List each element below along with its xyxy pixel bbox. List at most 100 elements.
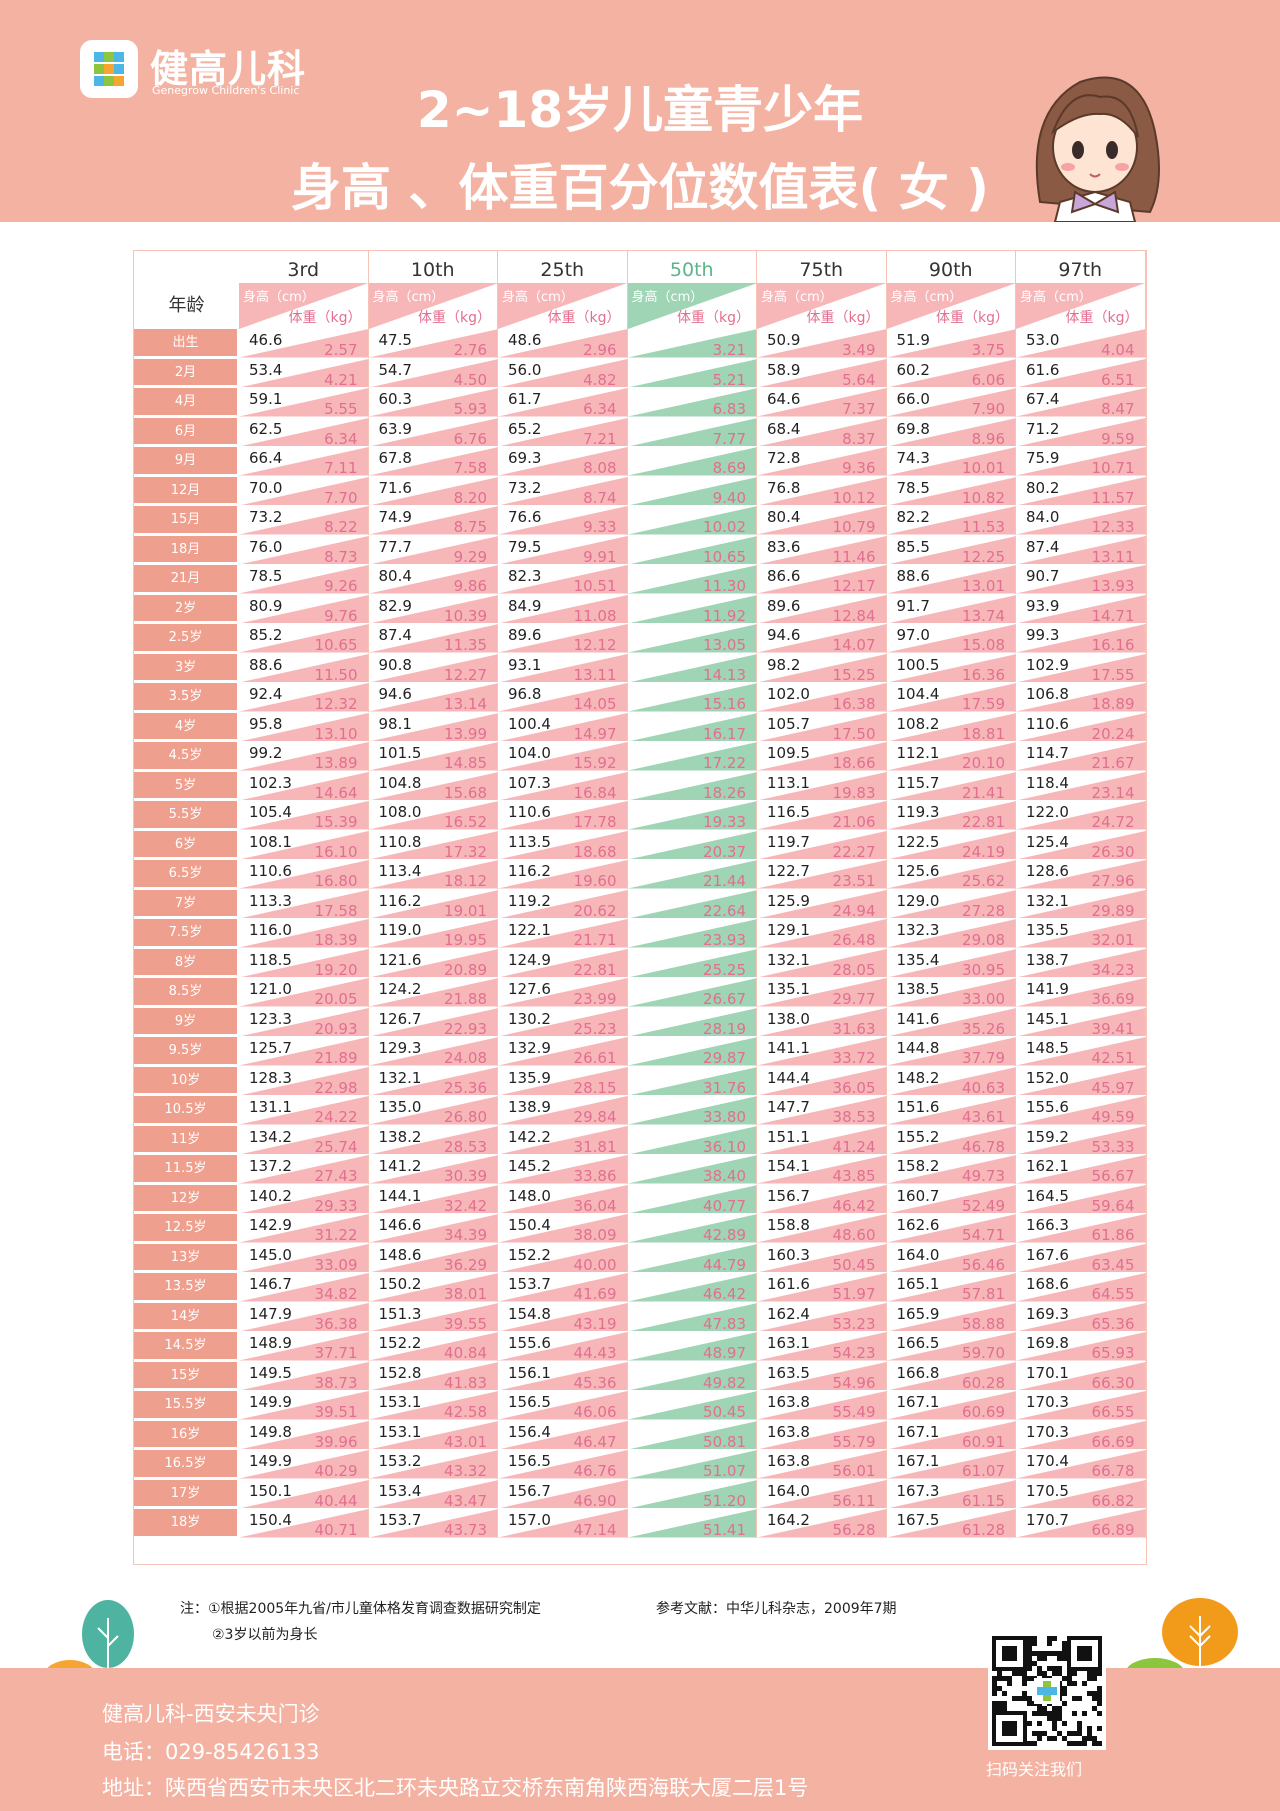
height-value: 161.6 (767, 1275, 810, 1293)
table-cell: 144.8 37.79 (886, 1037, 1016, 1066)
table-cell: 158.2 49.73 (886, 1155, 1016, 1184)
weight-value: 16.16 (1091, 636, 1135, 653)
table-cell: 65.2 7.21 (498, 417, 628, 446)
weight-value: 61.07 (962, 1462, 1005, 1479)
age-label: 16岁 (134, 1420, 237, 1450)
height-value: 153.4 (378, 1481, 422, 1500)
age-label: 11岁 (134, 1125, 237, 1155)
table-cell: 170.3 66.55 (1016, 1391, 1146, 1420)
weight-value: 60.28 (962, 1373, 1005, 1391)
weight-value: 23.51 (832, 872, 876, 889)
table-cell: 66.0 7.90 (886, 388, 1016, 417)
table-cell: 110.8 17.32 (368, 830, 498, 859)
table-cell: 125.7 21.89 (239, 1037, 369, 1066)
weight-value: 14.07 (832, 636, 876, 653)
weight-value: 24.94 (832, 901, 876, 919)
weight-value: 66.89 (1091, 1521, 1135, 1538)
weight-value: 25.23 (573, 1019, 617, 1037)
table-cell: 167.3 61.15 (886, 1479, 1016, 1508)
weight-value: 47.14 (573, 1521, 617, 1538)
weight-value: 4.50 (453, 370, 487, 388)
height-value: 73.2 (508, 478, 542, 497)
weight-value: 34.82 (314, 1285, 358, 1302)
height-value: 162.1 (1026, 1157, 1069, 1175)
height-value: 115.7 (896, 773, 940, 792)
height-value: 67.8 (378, 449, 412, 467)
height-value: 90.8 (378, 655, 412, 674)
girl-illustration (1035, 76, 1160, 222)
height-value: 131.1 (249, 1098, 292, 1116)
weight-value: 41.83 (444, 1373, 487, 1391)
weight-value: 16.10 (314, 842, 358, 860)
weight-value: 3.75 (971, 341, 1005, 358)
height-value: 157.6 (637, 1275, 681, 1293)
weight-value: 61.28 (962, 1521, 1005, 1538)
weight-value: 54.96 (832, 1373, 876, 1391)
height-value: 147.7 (767, 1098, 810, 1116)
table-cell: 75.9 10.71 (1016, 447, 1146, 476)
height-value: 96.8 (508, 685, 542, 703)
weight-value: 22.64 (703, 901, 746, 919)
qr-code[interactable] (988, 1632, 1106, 1750)
table-cell: 89.6 12.12 (498, 624, 628, 653)
weight-unit-label: 体重（kg） (936, 310, 1009, 326)
table-cell: 125.6 25.62 (886, 860, 1016, 889)
weight-value: 8.20 (453, 488, 487, 506)
height-value: 143.3 (637, 1098, 681, 1116)
table-cell: 151.3 39.55 (368, 1302, 498, 1331)
height-value: 137.0 (637, 1039, 681, 1057)
weight-value: 8.73 (324, 547, 358, 565)
weight-value: 49.73 (962, 1167, 1005, 1184)
table-cell: 53.0 4.04 (1016, 329, 1146, 358)
table-cell: 166.8 60.28 (886, 1361, 1016, 1391)
weight-value: 13.10 (314, 724, 358, 742)
weight-value: 30.39 (444, 1167, 487, 1184)
weight-value: 14.97 (573, 724, 617, 742)
weight-value: 33.86 (573, 1167, 617, 1184)
table-cell: 144.1 32.42 (368, 1184, 498, 1213)
height-value: 134.1 (637, 1009, 681, 1028)
height-value: 95.8 (249, 714, 283, 733)
height-value: 79.5 (508, 537, 542, 556)
table-cell: 107.3 16.84 (498, 771, 628, 800)
age-label: 11.5岁 (134, 1155, 237, 1185)
weight-value: 31.22 (314, 1226, 358, 1243)
weight-value: 21.06 (832, 813, 876, 830)
weight-value: 6.83 (712, 400, 746, 417)
height-value: 135.5 (1026, 921, 1069, 939)
height-value: 63.9 (378, 419, 412, 438)
table-cell: 119.0 19.95 (368, 919, 498, 948)
age-label: 6岁 (134, 830, 237, 860)
weight-value: 31.63 (832, 1019, 876, 1037)
qr-label: 扫码关注我们 (986, 1760, 1083, 1779)
weight-value: 21.44 (703, 872, 746, 889)
table-cell: 64.6 7.37 (757, 388, 887, 417)
table-cell: 94.6 14.07 (757, 624, 887, 653)
table-cell: 108.1 16.10 (239, 830, 369, 860)
table-cell: 156.3 44.79 (627, 1243, 757, 1272)
table-cell: 129.3 24.08 (368, 1037, 498, 1066)
height-value: 138.9 (508, 1098, 551, 1116)
height-value: 73.2 (249, 508, 283, 526)
percentile-header: 75th (757, 251, 887, 283)
height-value: 158.8 (767, 1216, 810, 1234)
notes: 注：①根据2005年九省/市儿童体格发育调查数据研究制定 参考文献：中华儿科杂志… (180, 1596, 897, 1648)
table-cell: 78.5 9.26 (239, 565, 369, 594)
weight-value: 46.42 (703, 1285, 746, 1302)
age-label: 7.5岁 (134, 919, 237, 949)
height-value: 98.1 (378, 714, 412, 733)
weight-value: 40.44 (314, 1491, 358, 1509)
weight-value: 35.26 (962, 1019, 1005, 1037)
height-value: 113.1 (767, 773, 810, 792)
table-cell: 85.2 10.65 (239, 624, 369, 653)
age-label: 12岁 (134, 1184, 237, 1214)
table-cell: 85.5 12.25 (886, 535, 1016, 564)
table-cell: 135.1 29.77 (757, 978, 887, 1007)
height-value: 70.0 (249, 478, 283, 497)
weight-value: 13.93 (1091, 577, 1135, 594)
height-value: 62.5 (249, 419, 283, 438)
table-cell: 125.4 26.30 (1016, 830, 1146, 859)
table-cell: 153.7 43.73 (368, 1509, 498, 1538)
height-value: 160.3 (637, 1481, 681, 1500)
table-cell: 135.9 28.15 (498, 1066, 628, 1095)
